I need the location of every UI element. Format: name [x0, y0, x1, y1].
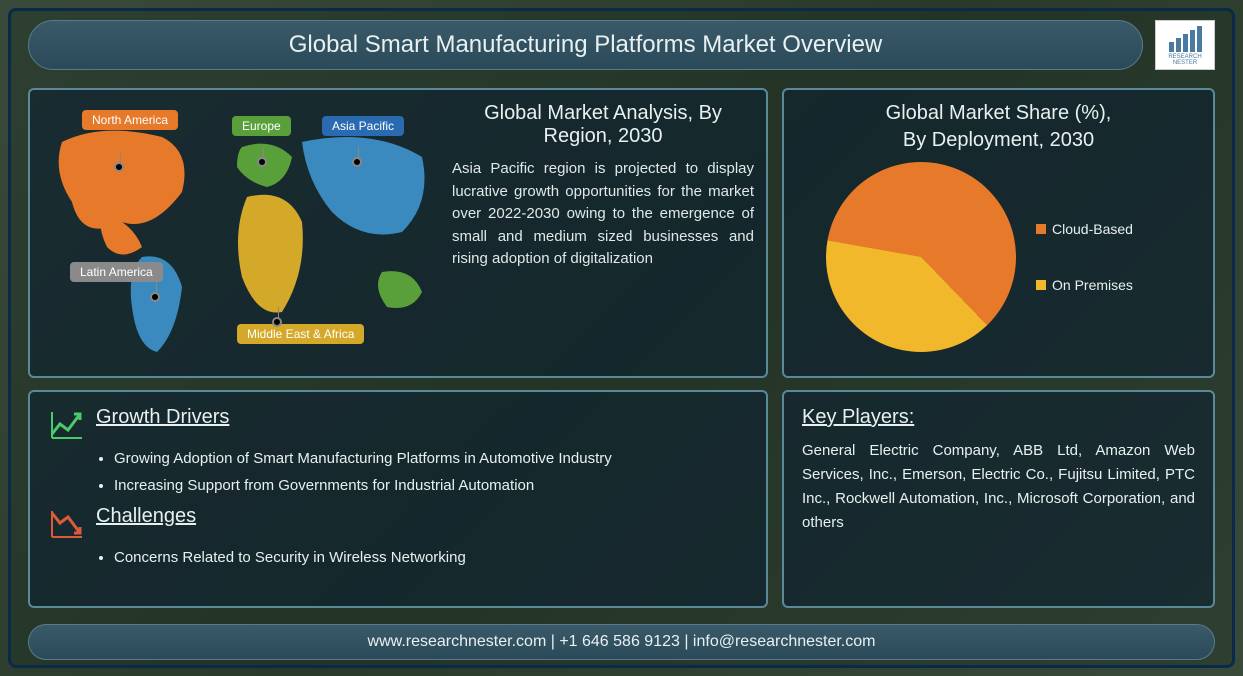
key-players-panel: Key Players: General Electric Company, A… — [782, 390, 1215, 608]
region-label-asia-pacific: Asia Pacific — [322, 116, 404, 136]
legend-item-cloud: Cloud-Based — [1036, 221, 1133, 237]
analysis-text-block: Global Market Analysis, By Region, 2030 … — [442, 102, 754, 364]
pie-legend: Cloud-Based On Premises — [1036, 221, 1133, 293]
legend-swatch-icon — [1036, 280, 1046, 290]
challenges-heading: Challenges — [96, 505, 196, 528]
brand-logo: RESEARCH NESTER — [1155, 20, 1215, 70]
growth-driver-item: Growing Adoption of Smart Manufacturing … — [114, 448, 748, 471]
north-america-shape — [59, 131, 185, 255]
analysis-title: Global Market Analysis, By Region, 2030 — [452, 102, 754, 148]
world-map: North America Europe Asia Pacific Latin … — [42, 102, 442, 364]
map-pin-icon — [114, 162, 124, 172]
key-players-body: General Electric Company, ABB Ltd, Amazo… — [802, 439, 1195, 535]
map-pin-icon — [150, 292, 160, 302]
region-label-latin-america: Latin America — [70, 262, 163, 282]
pie-title-line2: By Deployment, 2030 — [796, 129, 1201, 152]
africa-shape — [238, 195, 303, 313]
footer-bar: www.researchnester.com | +1 646 586 9123… — [28, 624, 1215, 660]
analysis-body: Asia Pacific region is projected to disp… — [452, 158, 754, 271]
footer-text: www.researchnester.com | +1 646 586 9123… — [368, 633, 876, 651]
region-label-europe: Europe — [232, 116, 291, 136]
logo-bars-icon — [1165, 24, 1205, 52]
legend-item-onprem: On Premises — [1036, 277, 1133, 293]
legend-swatch-icon — [1036, 224, 1046, 234]
oceania-shape — [378, 271, 422, 308]
legend-label: On Premises — [1052, 277, 1133, 293]
growth-driver-item: Increasing Support from Governments for … — [114, 475, 748, 498]
key-players-heading: Key Players: — [802, 406, 1195, 429]
pie-title-line1: Global Market Share (%), — [796, 102, 1201, 125]
challenge-arrow-down-icon — [48, 505, 84, 541]
drivers-challenges-panel: Growth Drivers Growing Adoption of Smart… — [28, 390, 768, 608]
asia-shape — [302, 137, 425, 235]
region-label-north-america: North America — [82, 110, 178, 130]
challenge-item: Concerns Related to Security in Wireless… — [114, 547, 748, 570]
header-bar: Global Smart Manufacturing Platforms Mar… — [28, 20, 1143, 70]
growth-arrow-up-icon — [48, 406, 84, 442]
map-pin-icon — [272, 317, 282, 327]
growth-drivers-list: Growing Adoption of Smart Manufacturing … — [96, 448, 748, 497]
region-label-mea: Middle East & Africa — [237, 324, 364, 344]
pie-chart — [826, 162, 1016, 352]
growth-drivers-heading: Growth Drivers — [96, 406, 229, 429]
pie-chart-panel: Global Market Share (%), By Deployment, … — [782, 88, 1215, 378]
logo-text: RESEARCH NESTER — [1156, 54, 1214, 66]
map-analysis-panel: North America Europe Asia Pacific Latin … — [28, 88, 768, 378]
legend-label: Cloud-Based — [1052, 221, 1133, 237]
map-pin-icon — [257, 157, 267, 167]
map-pin-icon — [352, 157, 362, 167]
page-title: Global Smart Manufacturing Platforms Mar… — [289, 31, 883, 59]
challenges-list: Concerns Related to Security in Wireless… — [96, 547, 748, 570]
